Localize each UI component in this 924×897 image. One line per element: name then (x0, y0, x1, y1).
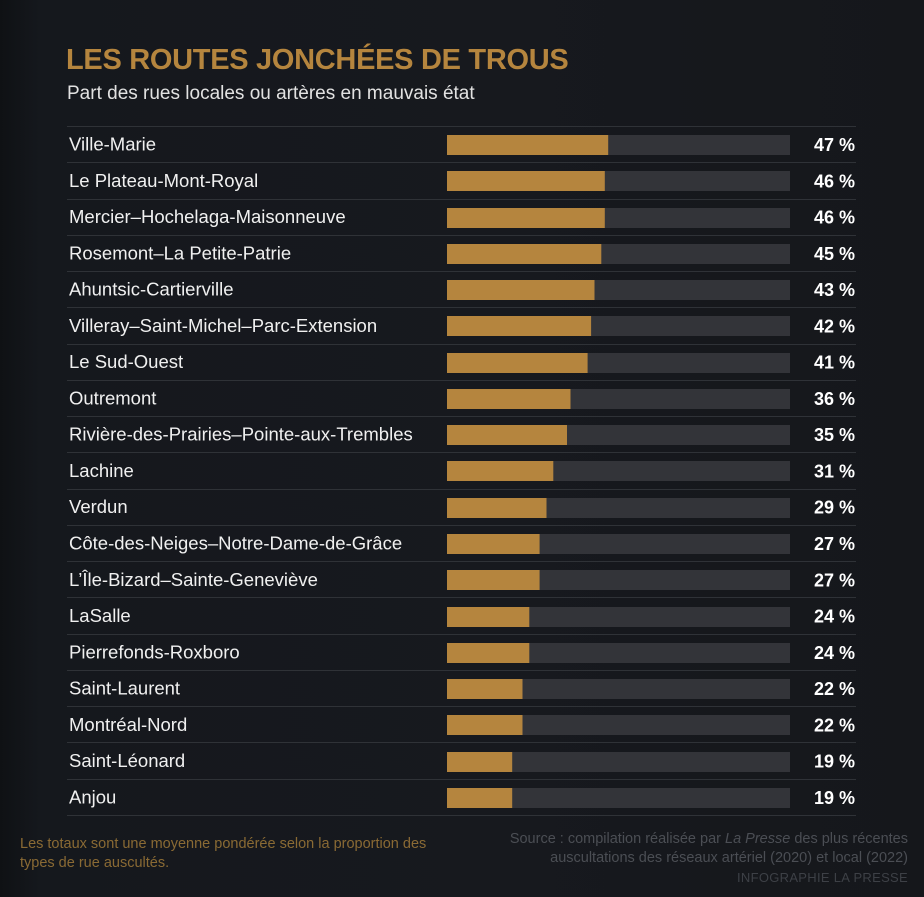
value-label: 19 % (814, 752, 855, 772)
chart-title: LES ROUTES JONCHÉES DE TROUS (66, 44, 569, 76)
category-label: Côte-des-Neiges–Notre-Dame-de-Grâce (69, 532, 402, 553)
category-label: Rivière-des-Prairies–Pointe-aux-Trembles (69, 424, 413, 445)
bar (447, 280, 595, 300)
value-label: 43 % (814, 280, 855, 300)
bar (447, 425, 567, 445)
category-label: Outremont (69, 387, 156, 408)
bar-track (447, 679, 790, 699)
value-label: 22 % (814, 715, 855, 735)
source-block: Source : compilation réalisée par La Pre… (448, 830, 908, 888)
value-label: 22 % (814, 679, 855, 699)
bar (447, 389, 571, 409)
bar (447, 534, 540, 554)
bar (447, 461, 554, 481)
category-label: Montréal-Nord (69, 714, 187, 735)
value-label: 29 % (814, 498, 855, 518)
category-label: Ville-Marie (69, 134, 156, 155)
bar (447, 643, 530, 663)
bar-track (447, 715, 790, 735)
value-label: 41 % (814, 353, 855, 373)
bar (447, 316, 592, 336)
bar-track (447, 788, 790, 808)
bar-track (447, 643, 790, 663)
category-label: L’Île-Bizard–Sainte-Geneviève (69, 569, 318, 590)
value-label: 27 % (814, 570, 855, 590)
category-label: Anjou (69, 786, 116, 807)
bar (447, 752, 513, 772)
value-label: 42 % (814, 316, 855, 336)
category-label: Le Plateau-Mont-Royal (69, 170, 258, 191)
value-label: 46 % (814, 208, 855, 228)
category-label: Villeray–Saint-Michel–Parc-Extension (69, 315, 377, 336)
category-label: Saint-Laurent (69, 678, 180, 699)
category-label: LaSalle (69, 605, 131, 626)
bar (447, 244, 602, 264)
bar-track (447, 607, 790, 627)
category-label: Rosemont–La Petite-Patrie (69, 242, 291, 263)
category-label: Pierrefonds-Roxboro (69, 641, 240, 662)
value-label: 47 % (814, 135, 855, 155)
bar (447, 208, 605, 228)
bar (447, 788, 513, 808)
credit: INFOGRAPHIE LA PRESSE (736, 870, 908, 885)
category-label: Ahuntsic-Cartierville (69, 279, 234, 300)
value-label: 46 % (814, 171, 855, 191)
source-publication: La Presse (725, 831, 791, 847)
category-label: Mercier–Hochelaga-Maisonneuve (69, 206, 346, 227)
footnote: Les totaux sont une moyenne pondérée sel… (20, 836, 427, 871)
value-label: 27 % (814, 534, 855, 554)
bar (447, 715, 523, 735)
bar (447, 498, 547, 518)
category-label: Lachine (69, 460, 134, 481)
bar (447, 135, 609, 155)
category-label: Saint-Léonard (69, 750, 185, 771)
value-label: 24 % (814, 607, 855, 627)
bar-chart: Ville-Marie 47 % Le Plateau-Mont-Royal 46 %… (67, 126, 856, 816)
source-prefix: Source : compilation réalisée par (509, 831, 726, 847)
bar (447, 353, 588, 373)
value-label: 45 % (814, 244, 855, 264)
bar (447, 171, 605, 191)
value-label: 35 % (814, 425, 855, 445)
bar (447, 679, 523, 699)
chart-subtitle: Part des rues locales ou artères en mauv… (67, 83, 475, 104)
bar-track (447, 752, 790, 772)
value-label: 19 % (814, 788, 855, 808)
value-label: 36 % (814, 389, 855, 409)
bar (447, 570, 540, 590)
value-label: 24 % (814, 643, 855, 663)
category-label: Verdun (69, 496, 128, 517)
source-suffix: des plus récentes auscultations des rése… (550, 831, 908, 866)
category-label: Le Sud-Ouest (69, 351, 183, 372)
bar (447, 607, 530, 627)
value-label: 31 % (814, 461, 855, 481)
